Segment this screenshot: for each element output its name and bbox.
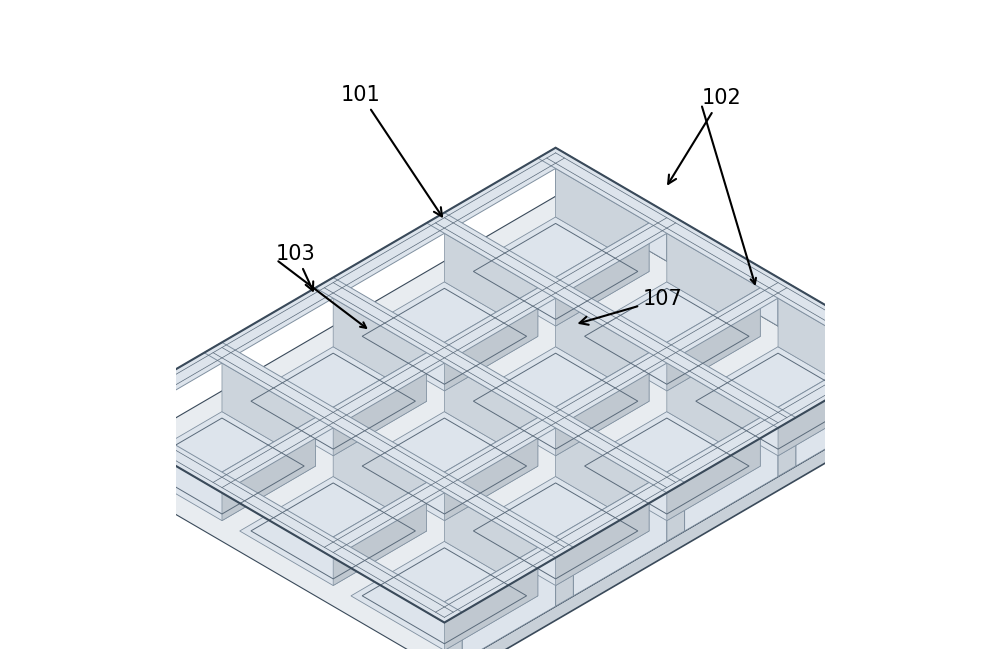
Polygon shape <box>351 282 538 391</box>
Polygon shape <box>427 342 907 622</box>
Polygon shape <box>333 482 427 585</box>
Polygon shape <box>444 288 538 391</box>
Polygon shape <box>889 342 907 401</box>
Polygon shape <box>685 428 778 531</box>
Polygon shape <box>240 476 427 585</box>
Polygon shape <box>222 363 315 466</box>
Polygon shape <box>444 363 538 466</box>
Polygon shape <box>667 482 685 541</box>
Polygon shape <box>796 363 889 466</box>
Polygon shape <box>93 148 573 428</box>
Polygon shape <box>462 557 556 649</box>
Text: 107: 107 <box>580 289 683 324</box>
Polygon shape <box>667 213 685 271</box>
Polygon shape <box>462 476 649 585</box>
Polygon shape <box>556 298 649 401</box>
Polygon shape <box>444 234 538 336</box>
Polygon shape <box>667 363 760 466</box>
Polygon shape <box>556 148 573 206</box>
Polygon shape <box>667 288 760 391</box>
Text: 102: 102 <box>668 88 741 184</box>
Polygon shape <box>573 411 760 520</box>
Polygon shape <box>351 411 538 520</box>
Polygon shape <box>778 278 796 336</box>
Polygon shape <box>333 298 427 401</box>
Polygon shape <box>667 233 760 336</box>
Polygon shape <box>462 347 649 456</box>
Polygon shape <box>889 352 907 411</box>
Polygon shape <box>556 196 907 415</box>
Polygon shape <box>351 541 538 649</box>
Polygon shape <box>444 417 538 520</box>
Polygon shape <box>204 213 685 493</box>
Text: 103: 103 <box>276 243 316 291</box>
Polygon shape <box>462 217 649 326</box>
Polygon shape <box>444 547 538 649</box>
Polygon shape <box>573 158 667 261</box>
Polygon shape <box>222 417 315 520</box>
Polygon shape <box>315 278 685 493</box>
Polygon shape <box>444 401 907 649</box>
Polygon shape <box>240 347 427 456</box>
Polygon shape <box>93 407 462 622</box>
Polygon shape <box>333 352 427 456</box>
Polygon shape <box>444 493 538 596</box>
Polygon shape <box>685 223 778 326</box>
Polygon shape <box>204 342 573 557</box>
Polygon shape <box>796 288 889 391</box>
Polygon shape <box>333 428 427 531</box>
Text: 101: 101 <box>341 84 442 216</box>
Polygon shape <box>444 612 462 649</box>
Polygon shape <box>556 352 649 456</box>
Polygon shape <box>667 417 760 520</box>
Polygon shape <box>129 411 315 520</box>
Polygon shape <box>778 298 871 401</box>
Polygon shape <box>573 493 667 596</box>
Polygon shape <box>315 278 796 557</box>
Polygon shape <box>93 196 907 649</box>
Polygon shape <box>778 417 796 476</box>
Polygon shape <box>573 282 760 391</box>
Polygon shape <box>556 169 649 271</box>
Polygon shape <box>427 213 796 428</box>
Polygon shape <box>685 347 871 456</box>
Polygon shape <box>778 352 871 456</box>
Polygon shape <box>556 223 649 326</box>
Polygon shape <box>556 547 573 606</box>
Polygon shape <box>556 482 649 585</box>
Polygon shape <box>556 428 649 531</box>
Polygon shape <box>538 148 907 363</box>
